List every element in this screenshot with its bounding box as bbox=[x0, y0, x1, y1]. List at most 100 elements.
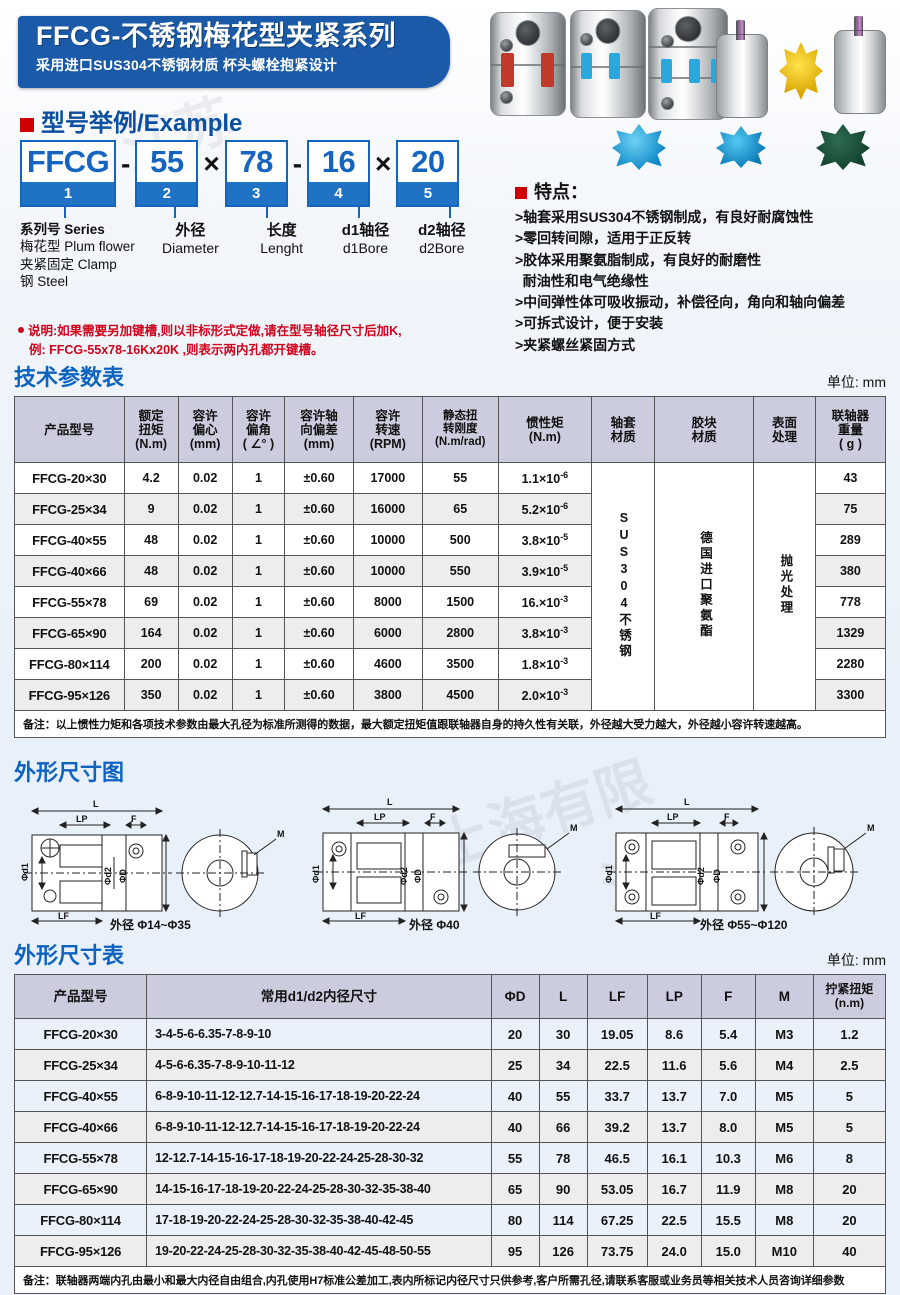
length-cell: 114 bbox=[538, 1204, 588, 1236]
model-box-index: 5 bbox=[398, 182, 458, 205]
th-element-material: 胶块 材质 bbox=[653, 396, 755, 463]
rated-torque-cell: 4.2 bbox=[123, 462, 179, 494]
length-cell: 90 bbox=[538, 1173, 588, 1205]
keyway-note: 说明:如果需要另加键槽,则以非标形式定做,请在型号轴径尺寸后加K, 例: FFC… bbox=[18, 322, 478, 360]
drawings-title: 外形尺寸图 bbox=[14, 760, 125, 785]
axial-cell: ±0.60 bbox=[284, 617, 354, 649]
inertia-cell: 16.×10-3 bbox=[497, 586, 593, 618]
svg-text:ΦD: ΦD bbox=[118, 869, 128, 883]
weight-cell: 289 bbox=[814, 524, 887, 556]
table-row: FFCG-80×114 17-18-19-20-22-24-25-28-30-32… bbox=[13, 1204, 887, 1236]
separator-dash: - bbox=[292, 148, 303, 179]
th-speed: 容许 转速 (RPM) bbox=[352, 396, 423, 463]
feature-item: >胶体采用聚氨脂制成，有良好的耐磨性 bbox=[515, 251, 762, 268]
table-row: FFCG-55×78 12-12.7-14-15-16-17-18-19-20-2… bbox=[13, 1142, 887, 1174]
lf-cell: 53.05 bbox=[586, 1173, 648, 1205]
model-cell: FFCG-40×66 bbox=[13, 1111, 148, 1143]
model-cell: FFCG-80×114 bbox=[13, 1204, 148, 1236]
lp-cell: 22.5 bbox=[646, 1204, 702, 1236]
lf-cell: 33.7 bbox=[586, 1080, 648, 1112]
m-cell: M10 bbox=[754, 1235, 814, 1267]
outer-diameter-cell: 65 bbox=[490, 1173, 540, 1205]
product-photos bbox=[452, 2, 898, 172]
rated-torque-cell: 48 bbox=[123, 555, 179, 587]
svg-text:L: L bbox=[387, 797, 393, 807]
f-cell: 8.0 bbox=[700, 1111, 756, 1143]
rated-torque-cell: 9 bbox=[123, 493, 179, 525]
angular-cell: 1 bbox=[231, 524, 286, 556]
speed-cell: 17000 bbox=[352, 462, 423, 494]
angular-cell: 1 bbox=[231, 586, 286, 618]
table-row: FFCG-80×114 200 0.02 1 ±0.60 4600 3500 1.8×10-3… bbox=[14, 648, 887, 680]
angular-cell: 1 bbox=[231, 679, 286, 711]
rated-torque-cell: 200 bbox=[123, 648, 179, 680]
svg-text:Φd1: Φd1 bbox=[311, 865, 321, 883]
svg-text:Φd2: Φd2 bbox=[103, 867, 113, 885]
tighten-torque-cell: 40 bbox=[812, 1235, 887, 1267]
coupling-photo-2 bbox=[570, 10, 646, 118]
model-cell: FFCG-20×30 bbox=[14, 462, 125, 494]
svg-text:Φd2: Φd2 bbox=[696, 867, 706, 885]
inertia-cell: 3.8×10-3 bbox=[497, 617, 593, 649]
weight-cell: 380 bbox=[814, 555, 887, 587]
model-box-index: 3 bbox=[226, 182, 286, 205]
th-rated-torque: 额定 扭矩 (N.m) bbox=[123, 396, 179, 463]
banner-title: FFCG-不锈钢梅花型夹紧系列 bbox=[36, 21, 396, 51]
tech-table-note: 备注：以上惯性力矩和各项技术参数由最大孔径为标准所测得的数据，最大额定扭矩值跟联… bbox=[14, 711, 886, 738]
outer-diameter-cell: 95 bbox=[490, 1235, 540, 1267]
outer-diameter-cell: 20 bbox=[490, 1018, 540, 1050]
lp-cell: 24.0 bbox=[646, 1235, 702, 1267]
inertia-cell: 3.9×10-5 bbox=[497, 555, 593, 587]
th-axial: 容许轴 向偏差 (mm) bbox=[284, 396, 354, 463]
eccentricity-cell: 0.02 bbox=[177, 679, 233, 711]
angular-cell: 1 bbox=[231, 555, 286, 587]
model-box-value: 16 bbox=[309, 142, 369, 182]
model-example: FFCG 1 - 55 2 × 78 3 - 16 4 × 20 5 bbox=[20, 140, 480, 290]
outer-diameter-cell: 40 bbox=[490, 1111, 540, 1143]
coupling-photo-3 bbox=[648, 8, 728, 120]
speed-cell: 4600 bbox=[352, 648, 423, 680]
bores-cell: 3-4-5-6-6.35-7-8-9-10 bbox=[146, 1018, 492, 1050]
spider-elements bbox=[604, 122, 896, 172]
model-box-1: FFCG 1 bbox=[20, 140, 116, 207]
spider-element-yellow bbox=[779, 42, 823, 100]
length-cell: 126 bbox=[538, 1235, 588, 1267]
rated-torque-cell: 48 bbox=[123, 524, 179, 556]
f-cell: 10.3 bbox=[700, 1142, 756, 1174]
tighten-torque-cell: 2.5 bbox=[812, 1049, 887, 1081]
length-cell: 78 bbox=[538, 1142, 588, 1174]
model-cell: FFCG-95×126 bbox=[14, 679, 125, 711]
lf-cell: 39.2 bbox=[586, 1111, 648, 1143]
tighten-torque-cell: 5 bbox=[812, 1111, 887, 1143]
table-row: FFCG-25×34 4-5-6-6.35-7-8-9-10-11-12 25 34 2… bbox=[13, 1049, 887, 1081]
surface-treatment-cell: 抛光处理 bbox=[753, 462, 816, 711]
tech-table-title: 技术参数表 bbox=[14, 365, 125, 390]
tech-table-unit: 单位: mm bbox=[826, 374, 886, 390]
angular-cell: 1 bbox=[231, 648, 286, 680]
model-legend: 系列号 Series 梅花型 Plum flower 夹紧固定 Clamp 钢 … bbox=[20, 221, 480, 290]
model-box-row: FFCG 1 - 55 2 × 78 3 - 16 4 × 20 5 bbox=[20, 140, 480, 207]
spider-green bbox=[816, 124, 870, 170]
m-cell: M8 bbox=[754, 1173, 814, 1205]
weight-cell: 1329 bbox=[814, 617, 887, 649]
f-cell: 7.0 bbox=[700, 1080, 756, 1112]
bores-cell: 6-8-9-10-11-12-12.7-14-15-16-17-18-19-20… bbox=[146, 1080, 492, 1112]
svg-text:LP: LP bbox=[76, 814, 88, 824]
speed-cell: 16000 bbox=[352, 493, 423, 525]
table-row: FFCG-40×55 6-8-9-10-11-12-12.7-14-15-16-1… bbox=[13, 1080, 887, 1112]
svg-text:ΦD: ΦD bbox=[712, 869, 722, 883]
m-cell: M6 bbox=[754, 1142, 814, 1174]
bullet-square-icon bbox=[515, 187, 527, 199]
svg-text:M: M bbox=[867, 823, 875, 833]
dim-table-section: 外形尺寸表 单位: mm 产品型号 常用d1/d2内径尺寸 ΦD L LF LP… bbox=[13, 938, 887, 1294]
dim-table-note: 备注：联轴器两端内孔由最小和最大内径自由组合,内孔使用H7标准公差加工,表内所标… bbox=[14, 1267, 886, 1294]
model-box-value: FFCG bbox=[22, 142, 114, 182]
lp-cell: 16.1 bbox=[646, 1142, 702, 1174]
rated-torque-cell: 350 bbox=[123, 679, 179, 711]
bores-cell: 6-8-9-10-11-12-12.7-14-15-16-17-18-19-20… bbox=[146, 1111, 492, 1143]
drawing-medium: L LP F Φd1 Φd2 ΦD bbox=[311, 797, 578, 932]
f-cell: 5.4 bbox=[700, 1018, 756, 1050]
m-cell: M4 bbox=[754, 1049, 814, 1081]
model-box-index: 4 bbox=[309, 182, 369, 205]
svg-text:M: M bbox=[570, 823, 578, 833]
